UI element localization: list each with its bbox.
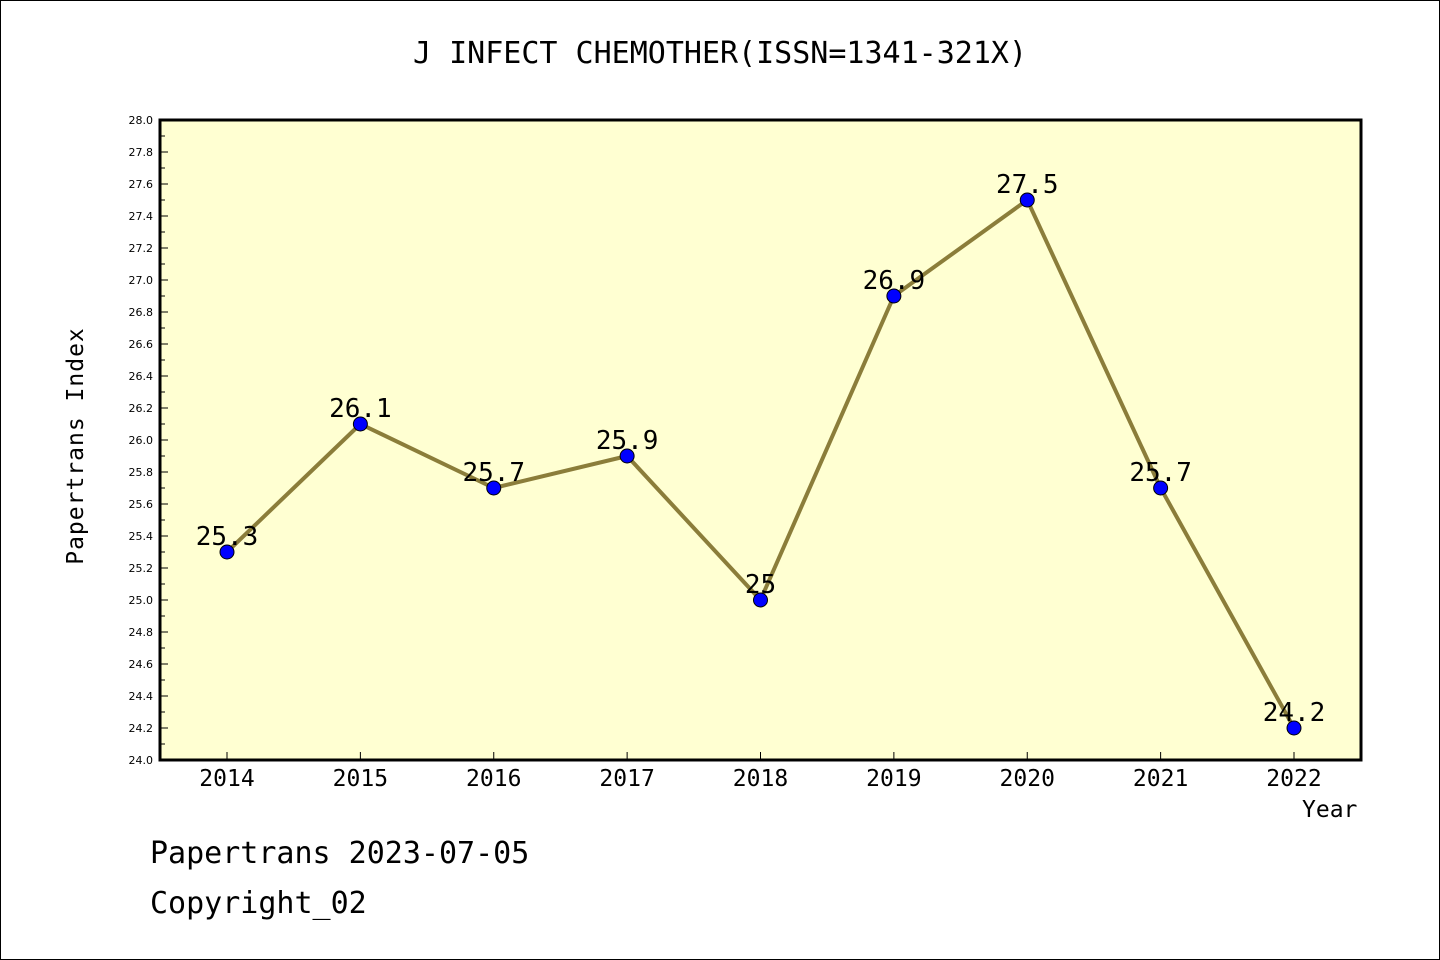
plot-border [158, 118, 1363, 762]
data-label: 25.7 [462, 458, 525, 488]
y-tick-label: 27.0 [129, 274, 154, 287]
x-tick-label: 2016 [466, 766, 521, 792]
x-tick-label: 2019 [866, 766, 921, 792]
data-label: 25 [745, 570, 776, 600]
data-point [352, 416, 368, 432]
y-tick-label: 26.0 [129, 434, 154, 447]
data-point [886, 288, 902, 304]
data-point [219, 544, 235, 560]
chart-title: J INFECT CHEMOTHER(ISSN=1341-321X) [412, 36, 1028, 71]
x-tick-label: 2020 [1000, 766, 1055, 792]
data-label: 25.9 [596, 426, 659, 456]
data-label: 25.7 [1129, 458, 1192, 488]
data-point [619, 448, 635, 464]
x-tick-label: 2017 [599, 766, 654, 792]
data-point [753, 592, 768, 608]
x-tick-label: 2022 [1266, 766, 1321, 792]
data-point [486, 480, 502, 496]
y-tick-label: 28.0 [129, 114, 154, 127]
data-label: 26.9 [863, 266, 926, 296]
x-tick-label: 2015 [333, 766, 388, 792]
y-tick-label: 25.4 [129, 530, 154, 543]
y-tick-label: 26.8 [129, 306, 154, 319]
plot-area [160, 120, 1361, 760]
y-tick-label: 25.2 [129, 562, 154, 575]
data-label: 25.3 [196, 522, 259, 552]
y-tick-label: 27.6 [129, 178, 154, 191]
x-axis-label: Year [1302, 797, 1358, 823]
y-tick-label: 25.6 [129, 498, 154, 511]
data-label: 24.2 [1263, 698, 1326, 728]
data-point [1153, 480, 1169, 496]
y-tick-label: 24.8 [129, 626, 154, 639]
x-tick-label: 2014 [199, 766, 254, 792]
x-tick-label: 2021 [1133, 766, 1188, 792]
y-tick-label: 25.8 [129, 466, 154, 479]
data-point [1019, 192, 1035, 208]
footer-date: Papertrans 2023-07-05 [150, 836, 530, 871]
y-tick-label: 24.6 [129, 658, 154, 671]
data-label: 27.5 [996, 170, 1059, 200]
x-tick-label: 2018 [733, 766, 788, 792]
y-tick-label: 24.2 [129, 722, 154, 735]
y-tick-label: 27.4 [129, 210, 154, 223]
y-tick-label: 24.4 [129, 690, 154, 703]
footer-copyright: Copyright_02 [150, 886, 367, 921]
y-tick-label: 27.2 [129, 242, 154, 255]
y-tick-label: 25.0 [129, 594, 154, 607]
y-tick-label: 27.8 [129, 146, 154, 159]
data-label: 26.1 [329, 394, 392, 424]
y-tick-label: 24.0 [129, 754, 154, 767]
y-tick-label: 26.6 [129, 338, 154, 351]
y-tick-label: 26.2 [129, 402, 154, 415]
data-point [1286, 720, 1302, 736]
y-tick-label: 26.4 [129, 370, 154, 383]
